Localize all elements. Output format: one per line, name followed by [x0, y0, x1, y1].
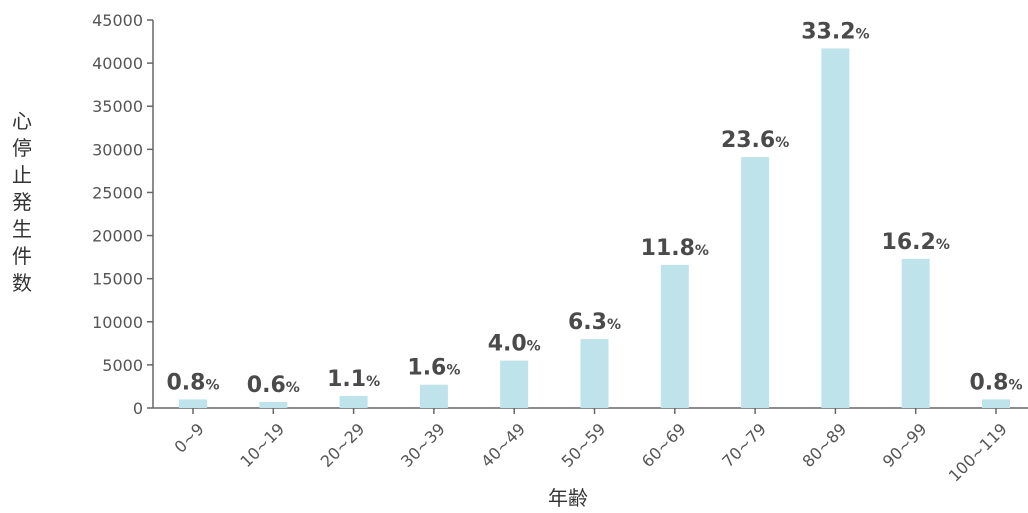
y-tick-label: 5000	[102, 356, 143, 375]
bar	[179, 399, 207, 408]
x-tick-label: 30~39	[397, 419, 449, 471]
y-axis-title-char: 数	[12, 271, 32, 295]
x-axis: 0~9 10~19 20~29 30~39 40~49 50~59 60~69 70~79 80…	[153, 407, 1028, 485]
bar	[821, 48, 850, 408]
y-tick-label: 30000	[92, 140, 143, 159]
x-tick-label: 40~49	[477, 419, 529, 471]
y-tick-label: 0	[133, 399, 143, 418]
data-label: 11.8%	[641, 236, 709, 261]
data-label: 0.8%	[166, 370, 219, 395]
bar	[419, 384, 448, 408]
bar	[580, 339, 609, 408]
x-tick-label: 20~29	[317, 419, 369, 471]
bar	[982, 399, 1010, 408]
data-label: 23.6%	[721, 128, 789, 153]
y-axis-title-char: 生	[12, 217, 32, 241]
x-tick-label: 70~79	[718, 419, 770, 471]
bar	[500, 360, 529, 408]
bar	[339, 395, 368, 408]
data-label: 0.8%	[969, 370, 1022, 395]
y-axis-title-char: 停	[12, 136, 32, 160]
data-label: 0.6%	[247, 373, 300, 398]
bars	[179, 48, 1010, 408]
data-label: 1.6%	[407, 356, 460, 381]
y-axis-title-char: 発	[12, 190, 32, 214]
x-tick-label: 0~9	[171, 419, 208, 456]
bar	[259, 401, 288, 408]
x-tick-label: 60~69	[638, 419, 690, 471]
y-tick-label: 35000	[92, 97, 143, 116]
x-tick-label: 50~59	[558, 419, 610, 471]
x-tick-label: 80~89	[799, 419, 851, 471]
y-tick-label: 20000	[92, 227, 143, 246]
x-axis-title: 年齢	[548, 486, 588, 510]
data-labels: 0.8% 0.6% 1.1% 1.6% 4.0% 6.3% 11.8% 23.6% 33.2% 1…	[166, 19, 1022, 398]
bar	[660, 264, 689, 408]
y-tick-label: 10000	[92, 313, 143, 332]
x-tick-label: 10~19	[236, 419, 288, 471]
data-label: 33.2%	[801, 19, 869, 44]
y-tick-label: 25000	[92, 183, 143, 202]
y-axis-title-char: 心	[12, 109, 32, 133]
data-label: 16.2%	[882, 230, 950, 255]
bar	[901, 258, 930, 408]
data-label: 1.1%	[327, 367, 380, 392]
y-axis: 0 5000 10000 15000 20000 25000 30000 35000 40000…	[92, 11, 154, 418]
y-tick-label: 45000	[92, 11, 143, 30]
y-tick-label: 40000	[92, 54, 143, 73]
y-axis-title-char: 件	[12, 244, 32, 268]
y-tick-label: 15000	[92, 270, 143, 289]
bar	[741, 157, 770, 408]
data-label: 4.0%	[488, 332, 541, 357]
x-tick-label: 90~99	[879, 419, 931, 471]
y-axis-title-char: 止	[12, 163, 32, 187]
data-label: 6.3%	[568, 310, 621, 335]
x-tick-label: 100~119	[945, 419, 1011, 485]
